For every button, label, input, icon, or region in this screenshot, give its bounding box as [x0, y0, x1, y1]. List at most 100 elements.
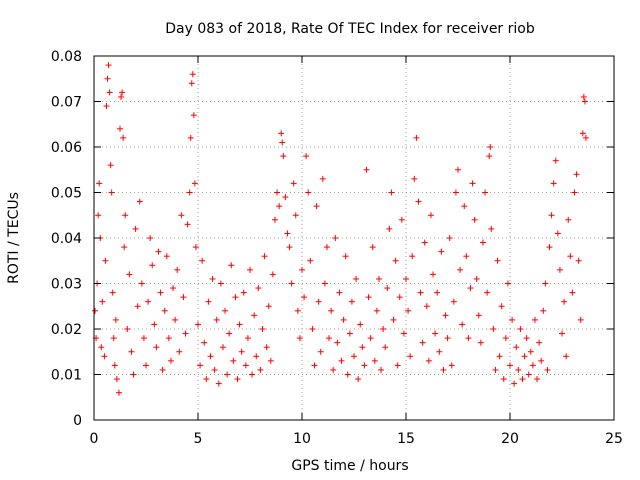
data-point: [278, 130, 285, 137]
data-point: [178, 212, 185, 219]
data-point: [546, 244, 553, 251]
data-point: [172, 316, 179, 323]
data-point: [136, 198, 143, 205]
data-point: [334, 339, 341, 346]
data-point: [363, 166, 370, 173]
x-tick-labels: 0 5 10 15 20 25: [90, 431, 623, 447]
data-point: [209, 275, 216, 282]
data-point: [128, 348, 135, 355]
data-point: [165, 335, 172, 342]
data-point: [102, 257, 109, 264]
data-point: [563, 353, 570, 360]
data-point: [490, 326, 497, 332]
data-point: [550, 180, 557, 187]
data-point: [130, 371, 137, 378]
data-point: [338, 357, 345, 364]
data-point: [359, 344, 366, 351]
data-point: [234, 376, 241, 383]
data-point: [461, 203, 468, 210]
data-point: [290, 180, 297, 187]
data-point: [261, 253, 268, 260]
data-point: [365, 294, 372, 301]
data-point: [507, 362, 513, 369]
x-tick-label: 5: [194, 431, 203, 447]
chart-title: Day 083 of 2018, Rate Of TEC Index for r…: [165, 21, 535, 37]
data-point: [375, 275, 382, 282]
data-point: [113, 376, 120, 383]
data-point: [257, 366, 264, 373]
data-point: [121, 244, 128, 251]
data-point: [249, 371, 256, 378]
data-point: [122, 212, 129, 219]
data-point: [280, 153, 287, 160]
y-tick-label: 0.06: [51, 140, 82, 156]
data-point: [525, 371, 532, 378]
data-point: [301, 294, 308, 301]
data-point: [95, 212, 102, 219]
data-point: [367, 335, 374, 342]
data-point: [276, 203, 283, 210]
y-tick-label: 0: [73, 413, 82, 429]
data-point: [580, 93, 587, 100]
data-point: [538, 357, 545, 364]
data-point: [274, 189, 281, 196]
data-point: [126, 271, 133, 278]
data-point: [105, 62, 112, 69]
data-point: [286, 244, 293, 251]
data-point: [487, 144, 494, 150]
data-point: [482, 189, 489, 196]
data-point: [380, 326, 387, 332]
y-tick-label: 0.07: [51, 95, 82, 111]
data-point: [251, 312, 258, 319]
x-axis-label: GPS time / hours: [291, 458, 408, 474]
data-point: [108, 189, 115, 196]
data-point: [167, 357, 174, 364]
data-point: [294, 307, 301, 314]
data-point: [371, 357, 378, 364]
data-point: [419, 339, 426, 346]
data-point: [515, 366, 522, 373]
data-point: [398, 216, 405, 223]
y-tick-label: 0.04: [51, 231, 82, 247]
data-point: [163, 253, 170, 260]
data-point: [342, 253, 349, 260]
data-point: [463, 253, 470, 260]
data-point: [207, 353, 214, 360]
data-point: [407, 353, 414, 360]
data-point: [452, 189, 459, 196]
data-point: [263, 344, 270, 351]
data-point: [217, 280, 224, 287]
data-point: [109, 289, 116, 296]
data-point: [484, 289, 491, 296]
data-point: [384, 285, 391, 292]
data-point: [159, 366, 166, 373]
data-point: [305, 189, 312, 196]
data-point: [199, 257, 206, 264]
data-point: [411, 175, 418, 182]
data-point: [529, 362, 536, 369]
data-point: [348, 298, 355, 305]
y-tick-label: 0.01: [51, 368, 82, 384]
data-point: [247, 266, 253, 273]
data-point: [174, 266, 181, 273]
data-point: [409, 253, 416, 260]
data-point: [224, 371, 231, 378]
data-point: [226, 330, 233, 337]
data-point: [292, 212, 299, 219]
data-point: [187, 134, 194, 141]
data-point: [228, 262, 235, 269]
data-point: [188, 80, 195, 87]
data-point: [153, 344, 160, 351]
data-point: [236, 321, 243, 328]
data-point: [509, 316, 516, 323]
data-point: [319, 175, 326, 182]
data-point: [552, 157, 559, 164]
data-point: [400, 330, 407, 337]
data-point: [328, 307, 335, 314]
data-point: [373, 307, 380, 314]
data-point: [531, 316, 538, 323]
data-point: [542, 280, 549, 287]
data-point: [192, 244, 199, 251]
data-point: [403, 275, 409, 282]
data-point: [498, 303, 505, 310]
